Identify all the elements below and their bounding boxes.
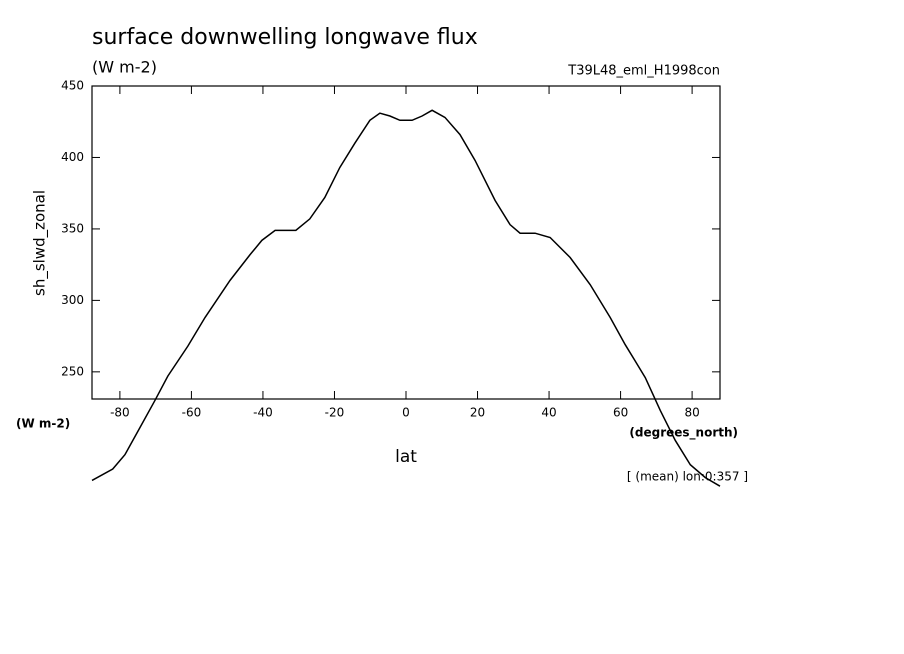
x-tick-label: 80 xyxy=(684,406,699,420)
x-tick-label: -80 xyxy=(110,406,130,420)
y-tick-label: 250 xyxy=(61,364,84,378)
y-tick-label: 450 xyxy=(61,79,84,93)
chart-title: surface downwelling longwave flux xyxy=(92,25,478,50)
y-axis-label: sh_slwd_zonal xyxy=(31,190,50,296)
x-tick-label: 60 xyxy=(613,406,628,420)
plot-frame xyxy=(91,85,721,400)
x-tick-label: 40 xyxy=(541,406,556,420)
x-tick-label: 20 xyxy=(470,406,485,420)
y-tick-label: 300 xyxy=(61,293,84,307)
dataset-label: T39L48_eml_H1998con xyxy=(567,64,720,79)
data-line xyxy=(91,109,721,487)
x-axis-label: lat xyxy=(395,447,417,467)
x-tick-label: -20 xyxy=(325,406,345,420)
x-tick-label: -60 xyxy=(182,406,202,420)
x-tick-label: -40 xyxy=(253,406,273,420)
note: [ (mean) lon:0:357 ] xyxy=(627,470,748,484)
y-units: (W m-2) xyxy=(16,417,70,431)
units-label: (W m-2) xyxy=(92,58,157,77)
y-tick-label: 350 xyxy=(61,221,84,235)
x-tick-label: 0 xyxy=(402,406,410,420)
y-tick-label: 400 xyxy=(61,150,84,164)
x-units: (degrees_north) xyxy=(629,426,738,441)
